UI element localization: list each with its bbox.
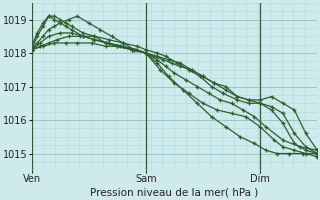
X-axis label: Pression niveau de la mer( hPa ): Pression niveau de la mer( hPa )	[90, 187, 259, 197]
